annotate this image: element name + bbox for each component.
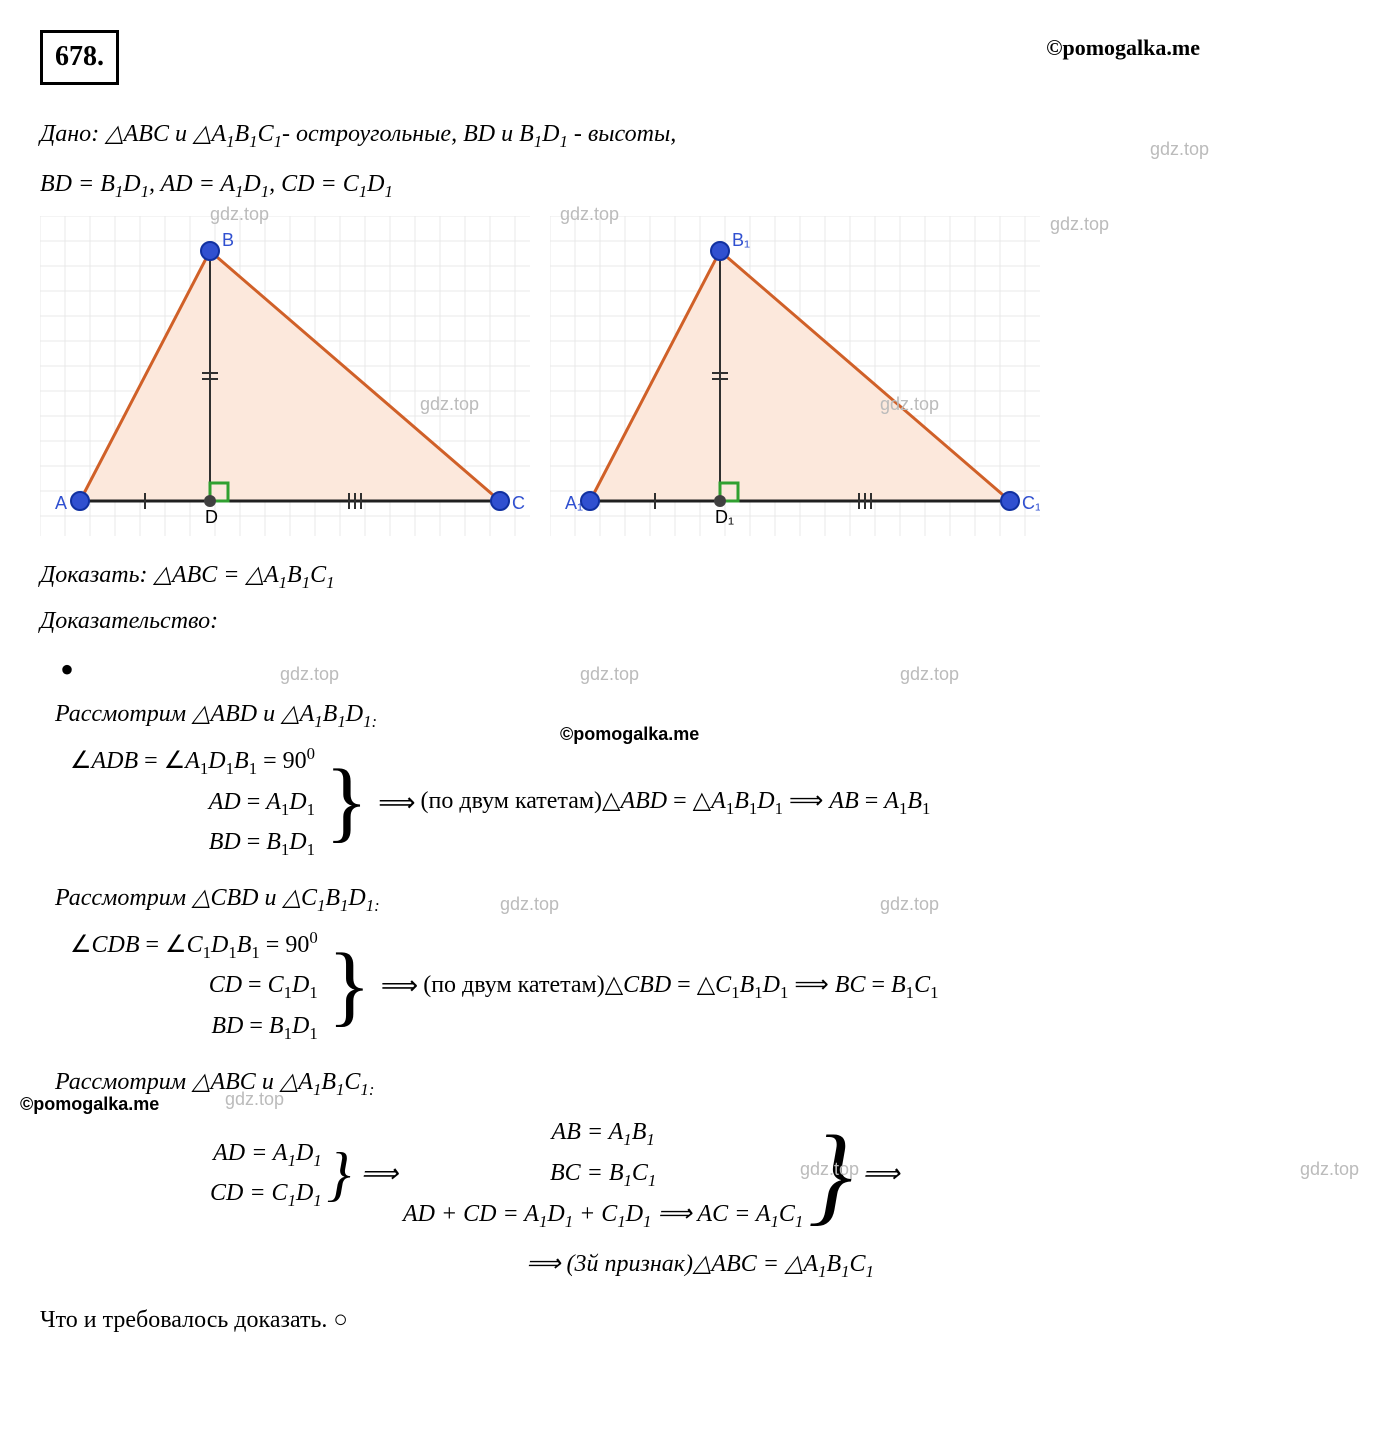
gdz-watermark: gdz.top <box>225 1085 284 1114</box>
figure-left: A B C D <box>40 216 530 536</box>
problem-number-text: 678 <box>55 41 97 72</box>
given-label: Дано <box>40 121 91 147</box>
final-ad: AD = A1D1 <box>213 1134 322 1175</box>
cond2-3: BD = B1D1 <box>211 1007 317 1048</box>
bullet-icon: • <box>60 660 1360 680</box>
given-text-1: : △ABC и △A1B1C1- остроугольные, BD и B1… <box>91 121 676 147</box>
qed-text: Что и требовалось доказать. ○ <box>40 1301 1360 1339</box>
problem-number: 678. <box>40 30 119 85</box>
pomogalka-watermark: ©pomogalka.me <box>20 1090 159 1119</box>
implies-icon: ⟹ <box>862 1153 899 1195</box>
svg-text:A: A <box>55 493 67 513</box>
gdz-watermark: gdz.top <box>880 390 939 419</box>
cond2-2: CD = C1D1 <box>209 966 318 1007</box>
proof-label: Доказательство: <box>40 602 1360 640</box>
cond2-1: ∠CDB = ∠C1D1B1 = 900 <box>70 925 318 967</box>
implies-icon: ⟹ <box>378 782 415 824</box>
final-cd: CD = C1D1 <box>210 1174 322 1215</box>
gdz-watermark: gdz.top <box>1050 210 1109 239</box>
svg-text:D: D <box>205 507 218 527</box>
gdz-watermark: gdz.top <box>420 390 479 419</box>
prove-line: Доказать: △ABC = △A1B1C1 <box>40 556 1360 597</box>
prove-text: : △ABC = △A1B1C1 <box>140 562 335 588</box>
svg-text:B: B <box>222 230 234 250</box>
implies-icon: ⟹ <box>361 1153 398 1195</box>
main-watermark: ©pomogalka.me <box>1046 30 1200 65</box>
final-conclusion: ⟹ (3й признак)△ABC = △A1B1C1 <box>40 1245 1360 1286</box>
gdz-watermark: gdz.top <box>1150 135 1209 164</box>
svg-text:A₁: A₁ <box>565 493 583 513</box>
final-ab: AB = A1B1 <box>552 1113 655 1154</box>
brace-icon: } <box>325 757 368 847</box>
figures-container: A B C D A₁ B₁ C₁ D₁ <box>40 216 1360 536</box>
pomogalka-watermark: ©pomogalka.me <box>560 720 699 749</box>
cond1-2: AD = A1D1 <box>209 783 315 824</box>
gdz-watermark: gdz.top <box>880 890 939 919</box>
figure-right: A₁ B₁ C₁ D₁ <box>550 216 1040 536</box>
svg-text:D₁: D₁ <box>715 507 734 527</box>
step2-block: ∠CDB = ∠C1D1B1 = 900 CD = C1D1 BD = B1D1… <box>70 925 1360 1048</box>
gdz-watermark: gdz.top <box>1300 1155 1359 1184</box>
gdz-watermark: gdz.top <box>210 200 269 229</box>
step2-text: Рассмотрим △CBD и △C1B1D1: <box>55 879 1360 920</box>
concl2: (по двум катетам)△CBD = △C1B1D1 ⟹ BC = B… <box>423 966 938 1007</box>
cond1-1: ∠ADB = ∠A1D1B1 = 900 <box>70 741 315 783</box>
cond1-3: BD = B1D1 <box>209 823 315 864</box>
brace-icon: } <box>327 1144 351 1204</box>
implies-icon: ⟹ <box>381 965 418 1007</box>
final-bc: BC = B1C1 <box>550 1154 656 1195</box>
prove-label: Доказать <box>40 562 140 588</box>
gdz-watermark: gdz.top <box>900 660 959 689</box>
brace-icon: } <box>328 941 371 1031</box>
svg-text:C₁: C₁ <box>1022 493 1040 513</box>
svg-text:B₁: B₁ <box>732 230 750 250</box>
svg-text:C: C <box>512 493 525 513</box>
gdz-watermark: gdz.top <box>580 660 639 689</box>
step1-block: ∠ADB = ∠A1D1B1 = 900 AD = A1D1 BD = B1D1… <box>70 741 1360 864</box>
gdz-watermark: gdz.top <box>800 1155 859 1184</box>
gdz-watermark: gdz.top <box>500 890 559 919</box>
concl1: (по двум катетам)△ABD = △A1B1D1 ⟹ AB = A… <box>421 782 931 823</box>
final-block: AD = A1D1 CD = C1D1 } ⟹ AB = A1B1 BC = B… <box>140 1113 1360 1235</box>
gdz-watermark: gdz.top <box>560 200 619 229</box>
step1-text: Рассмотрим △ABD и △A1B1D1: <box>55 695 1360 736</box>
gdz-watermark: gdz.top <box>280 660 339 689</box>
final-chain: AD + CD = A1D1 + C1D1 ⟹ AC = A1C1 <box>403 1195 803 1236</box>
